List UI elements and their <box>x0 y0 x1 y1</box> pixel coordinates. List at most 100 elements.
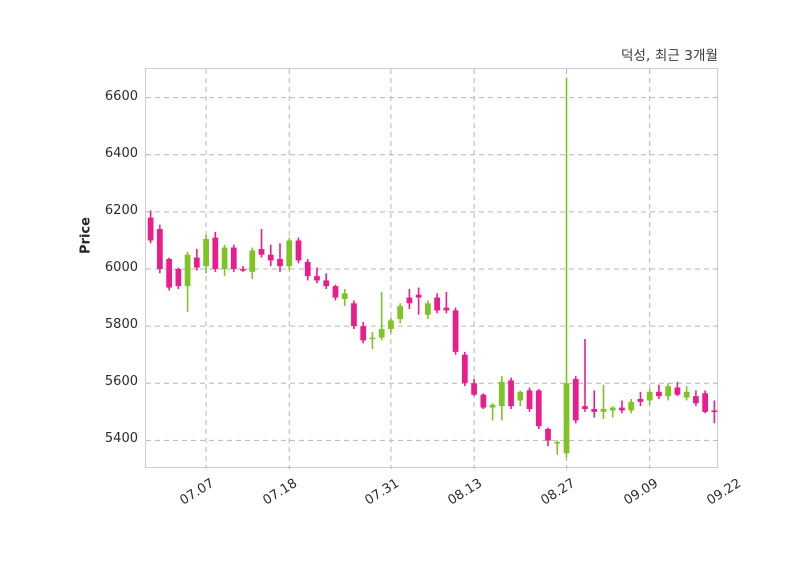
candlestick-series <box>146 69 719 469</box>
candlestick <box>526 387 533 412</box>
candlestick-body <box>665 386 672 397</box>
candlestick-body <box>221 247 228 269</box>
candlestick <box>415 287 422 315</box>
candlestick-body <box>249 250 256 272</box>
candlestick <box>425 300 431 319</box>
candlestick <box>212 231 219 272</box>
candlestick-body <box>240 269 246 271</box>
candlestick <box>535 389 542 429</box>
candlestick-body <box>461 354 468 384</box>
candlestick-body <box>425 303 431 315</box>
candlestick-body <box>471 383 477 395</box>
candlestick-body <box>184 254 191 287</box>
x-axis-tick-label: 07.18 <box>260 476 301 509</box>
candlestick <box>609 406 616 418</box>
candlestick-body <box>230 247 237 269</box>
y-axis-tick-labels: 5400 5600 5800 6000 6200 6400 6600 <box>80 0 138 575</box>
candlestick <box>545 427 551 447</box>
candlestick-body <box>637 399 644 402</box>
y-axis-tick-label: 6400 <box>104 145 138 161</box>
candlestick <box>323 273 330 289</box>
candlestick <box>674 381 681 397</box>
candlestick-body <box>693 396 699 404</box>
candlestick-body <box>452 310 459 352</box>
candlestick <box>711 400 718 424</box>
candlestick <box>452 307 459 355</box>
candlestick-body <box>535 390 542 427</box>
candlestick <box>277 243 283 272</box>
candlestick <box>388 317 394 334</box>
candlestick-body <box>147 217 154 241</box>
candlestick-body <box>304 261 311 277</box>
candlestick-body <box>498 381 505 407</box>
candlestick <box>351 300 357 329</box>
candlestick-body <box>563 383 570 454</box>
x-axis-tick-label: 08.27 <box>537 476 578 509</box>
candlestick-body <box>360 326 367 341</box>
x-axis-tick-label: 07.31 <box>362 476 402 509</box>
candlestick-body <box>267 254 274 261</box>
y-axis-tick-label: 5600 <box>104 374 138 390</box>
candlestick-body <box>656 391 662 397</box>
candlestick <box>369 331 376 349</box>
candlestick <box>341 289 348 307</box>
x-axis-tick-label: 08.13 <box>445 476 486 509</box>
candlestick <box>683 386 690 401</box>
candlestick <box>360 321 367 344</box>
candlestick-body <box>351 303 357 327</box>
candlestick-body <box>166 259 172 288</box>
candlestick <box>221 244 228 277</box>
candlestick-body <box>378 329 385 338</box>
candlestick-body <box>332 286 339 298</box>
candlestick <box>166 257 172 291</box>
y-axis-tick-label: 5400 <box>104 431 138 447</box>
candlestick-body <box>175 269 182 287</box>
candlestick-body <box>702 393 709 412</box>
candlestick-body <box>526 390 533 409</box>
y-axis-tick-label: 6200 <box>104 202 138 218</box>
candlestick-body <box>415 294 422 298</box>
candlestick <box>230 244 237 272</box>
candlestick <box>693 390 699 407</box>
candlestick-body <box>193 257 200 268</box>
y-axis-tick-label: 5800 <box>104 317 138 333</box>
candlestick <box>397 303 404 324</box>
candlestick <box>378 291 385 341</box>
candlestick-body <box>600 409 607 412</box>
candlestick-body <box>443 307 450 311</box>
candlestick <box>498 376 505 421</box>
candlestick <box>646 389 653 405</box>
candlestick-body <box>369 337 376 340</box>
candlestick <box>582 339 588 412</box>
candlestick <box>295 237 302 264</box>
candlestick-body <box>388 320 394 329</box>
candlestick <box>184 251 191 312</box>
candlestick-body <box>545 429 551 441</box>
candlestick-body <box>295 240 302 261</box>
candlestick <box>563 77 570 458</box>
candlestick <box>406 289 413 309</box>
candlestick-body <box>508 380 514 407</box>
candlestick <box>637 391 644 407</box>
candlestick <box>665 383 672 401</box>
candlestick <box>434 293 440 314</box>
candlestick-body <box>609 407 616 411</box>
candlestick <box>332 284 339 301</box>
candlestick-body <box>314 276 320 281</box>
plot-area <box>145 68 719 469</box>
candlestick-body <box>683 391 690 398</box>
candlestick-body <box>258 249 265 255</box>
candlestick-body <box>277 259 283 267</box>
candlestick <box>702 390 709 414</box>
candlestick-body <box>572 379 579 421</box>
candlestick <box>572 376 579 424</box>
candlestick-body <box>212 237 219 269</box>
candlestick-body <box>286 240 293 267</box>
candlestick <box>147 210 154 244</box>
candlestick <box>286 237 293 271</box>
candlestick <box>554 440 561 455</box>
candlestick-body <box>582 406 588 409</box>
candlestick-body <box>406 297 413 304</box>
candlestick <box>508 377 514 409</box>
